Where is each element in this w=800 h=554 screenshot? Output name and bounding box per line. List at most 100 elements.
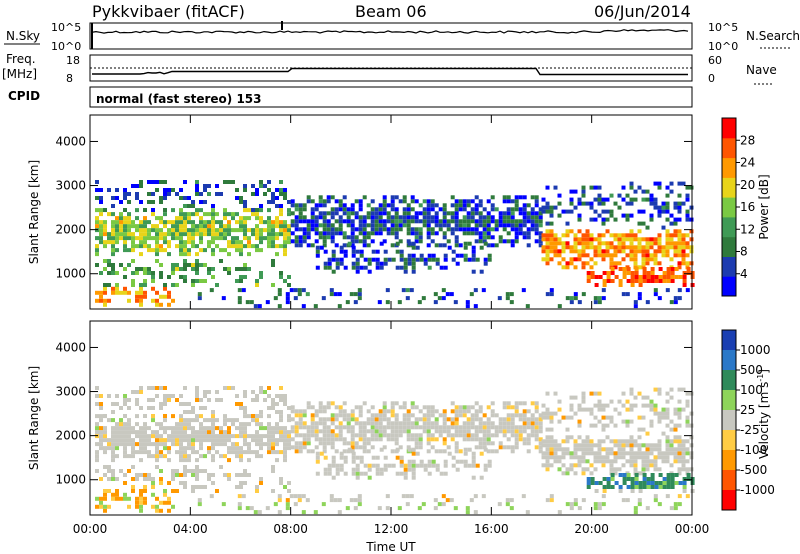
power-cell [358, 223, 363, 228]
velocity-cell [231, 418, 235, 423]
velocity-cell [310, 421, 315, 426]
power-cell [211, 212, 215, 217]
velocity-cell [633, 463, 638, 468]
power-cell [538, 235, 543, 240]
velocity-cell [650, 477, 655, 481]
power-cell [374, 219, 379, 224]
power-cell [115, 271, 119, 275]
power-cell [271, 259, 275, 263]
velocity-cell [362, 449, 367, 454]
velocity-cell [471, 451, 476, 456]
velocity-cell [545, 407, 550, 412]
power-cell [347, 241, 352, 246]
nsearch-tick-top: 10^5 [708, 21, 738, 34]
power-cell [601, 221, 606, 226]
velocity-cell [135, 414, 139, 419]
power-cell [621, 185, 626, 190]
power-cell [283, 244, 287, 249]
power-cell [466, 199, 471, 204]
power-cell [159, 294, 163, 299]
power-cell [103, 220, 107, 225]
power-cell [653, 261, 658, 266]
power-cell [195, 244, 199, 249]
velocity-cell [402, 421, 407, 426]
power-cell [167, 228, 171, 233]
velocity-cell [251, 450, 255, 455]
velocity-cell [490, 425, 495, 430]
power-cell [669, 300, 674, 305]
velocity-cell [414, 441, 419, 446]
velocity-cell [191, 489, 195, 493]
power-cell [633, 245, 638, 250]
velocity-cell [223, 414, 227, 419]
velocity-cell [310, 413, 315, 418]
velocity-cell [549, 419, 554, 424]
velocity-cell [219, 465, 223, 469]
velocity-cell [669, 506, 674, 511]
velocity-cell [350, 445, 355, 450]
power-cell [426, 211, 431, 216]
power-cell [235, 236, 239, 241]
power-cell [263, 220, 267, 225]
velocity-cell [657, 411, 662, 416]
power-cell [191, 232, 195, 237]
power-cell [522, 219, 527, 224]
velocity-cell [670, 477, 675, 481]
power-cell [518, 231, 523, 236]
power-cell [561, 233, 566, 238]
power-cell [581, 292, 586, 297]
power-cell [359, 265, 364, 270]
power-cell [514, 207, 519, 212]
velocity-cell [665, 391, 670, 396]
velocity-cell [374, 429, 379, 434]
power-cell [526, 203, 531, 208]
power-cell [677, 181, 682, 186]
velocity-cell [442, 441, 447, 446]
velocity-cell [406, 413, 411, 418]
cpid-text: normal (fast stereo) 153 [96, 92, 262, 106]
velocity-cell [530, 421, 535, 426]
power-cell [633, 233, 638, 238]
freq-unit: [MHz] [2, 67, 37, 81]
power-cell [151, 275, 155, 279]
power-cell [203, 188, 207, 192]
velocity-cell [478, 417, 483, 422]
velocity-cell [255, 489, 259, 493]
velocity-cell [123, 434, 127, 439]
power-cell [298, 211, 303, 216]
power-cell [310, 243, 315, 248]
velocity-cell [530, 401, 535, 406]
power-cell [139, 283, 143, 287]
velocity-cell [237, 506, 242, 511]
velocity-cell [402, 413, 407, 418]
velocity-cell [187, 434, 191, 439]
power-cell [681, 249, 686, 254]
velocity-cell [342, 425, 347, 430]
power-cell [593, 300, 598, 305]
velocity-cell [326, 441, 331, 446]
power-cell [593, 197, 598, 202]
power-cell [277, 292, 282, 297]
velocity-cell [475, 463, 480, 468]
power-cell [597, 253, 602, 258]
velocity-cell [597, 443, 602, 448]
velocity-cell [111, 496, 115, 501]
velocity-cell [235, 418, 239, 423]
velocity-cell [621, 451, 626, 456]
power-cell [418, 211, 423, 216]
power-cell [634, 271, 639, 275]
power-cell [625, 201, 630, 206]
velocity-cell [577, 435, 582, 440]
velocity-cell [183, 481, 187, 485]
velocity-cell [653, 463, 658, 468]
velocity-cell [498, 417, 503, 422]
power-cell [187, 263, 191, 267]
power-cell [545, 257, 550, 262]
velocity-cell [378, 425, 383, 430]
power-cell [399, 265, 404, 270]
power-cell [478, 215, 483, 220]
velocity-cell [466, 437, 471, 442]
velocity-cell [462, 425, 467, 430]
power-cell [677, 193, 682, 198]
velocity-cell [167, 434, 171, 439]
